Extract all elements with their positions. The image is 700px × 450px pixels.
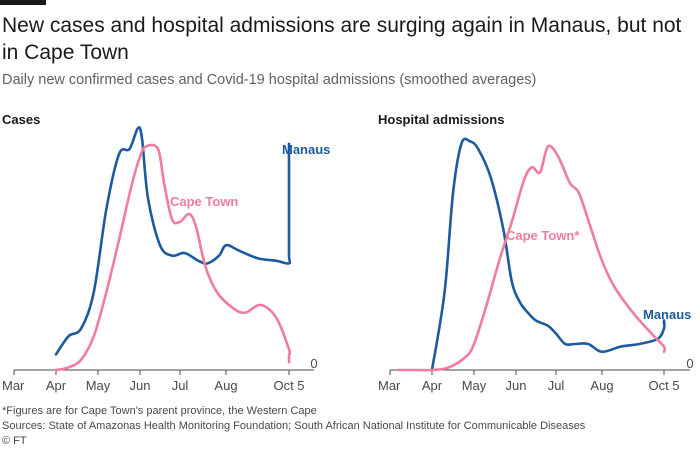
cases-x-tick-label: May xyxy=(86,378,111,393)
cases-cape-town-label: Cape Town xyxy=(170,194,238,209)
cases-manaus-label: Manaus xyxy=(282,142,330,157)
admissions-cape-town-line xyxy=(397,144,667,372)
cases-x-tick-label: Jul xyxy=(172,378,189,393)
chart-subtitle: Daily new confirmed cases and Covid-19 h… xyxy=(2,72,537,88)
cases-x-tick-label: Jun xyxy=(130,378,151,393)
admissions-x-tick-label: Apr xyxy=(422,378,443,393)
admissions-manaus-label: Manaus xyxy=(643,307,691,322)
panel-title-cases: Cases xyxy=(2,112,41,127)
cases-y-tick-label: 0 xyxy=(310,356,317,371)
admissions-x-tick-label: Aug xyxy=(590,378,613,393)
panel-title-hospital-admissions: Hospital admissions xyxy=(378,112,505,127)
footnote: *Figures are for Cape Town's parent prov… xyxy=(2,405,317,417)
cases-x-tick-label: Apr xyxy=(46,378,67,393)
chart-title: New cases and hospital admissions are su… xyxy=(2,14,682,64)
credit: © FT xyxy=(2,435,27,447)
admissions-manaus-line xyxy=(430,137,666,372)
sources: Sources: State of Amazonas Health Monito… xyxy=(2,420,586,432)
admissions-x-tick-label: Oct 5 xyxy=(648,378,679,393)
admissions-cape-town-label: Cape Town* xyxy=(506,228,580,243)
cases-x-tick-label: Aug xyxy=(214,378,237,393)
cases-manaus-line xyxy=(54,126,292,356)
cases-x-tick-label: Oct 5 xyxy=(273,378,304,393)
admissions-x-tick-label: Jun xyxy=(506,378,527,393)
ft-top-bar xyxy=(0,0,46,5)
cases-x-tick-label: Mar xyxy=(2,378,25,393)
admissions-y-tick-label: 0 xyxy=(686,356,693,371)
admissions-x-tick-label: May xyxy=(462,378,487,393)
admissions-x-tick-label: Mar xyxy=(378,378,401,393)
admissions-x-tick-label: Jul xyxy=(548,378,565,393)
cases-cape-town-line xyxy=(54,143,292,372)
